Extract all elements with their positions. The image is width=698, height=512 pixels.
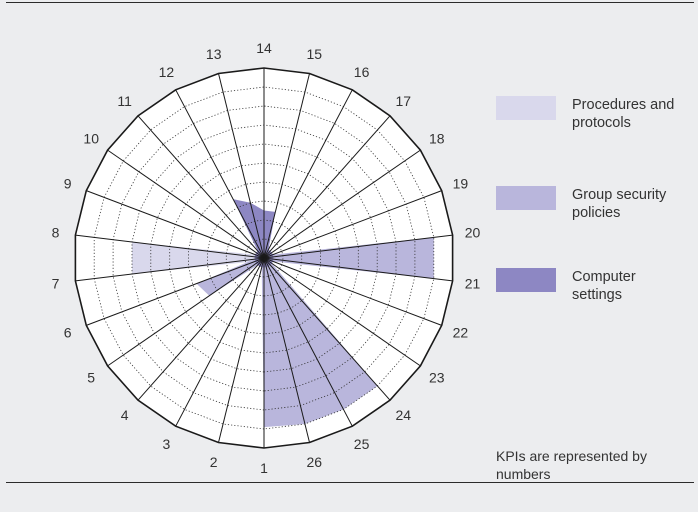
- legend-swatch-group-policies: [496, 186, 556, 210]
- top-rule: [6, 2, 694, 3]
- series-area-3: [233, 199, 276, 268]
- axis-label-5: 5: [87, 369, 95, 385]
- bottom-rule: [6, 482, 694, 483]
- axis-label-25: 25: [354, 436, 370, 452]
- axis-label-26: 26: [307, 454, 323, 470]
- axis-label-7: 7: [52, 275, 60, 291]
- grid-ring-3: [206, 200, 322, 316]
- axis-label-4: 4: [121, 407, 129, 423]
- radar-outline: [74, 67, 454, 449]
- legend-swatch-computer-settings: [496, 268, 556, 292]
- spoke-18: [263, 149, 421, 259]
- axis-label-11: 11: [117, 93, 132, 109]
- axis-label-15: 15: [307, 46, 323, 62]
- axis-label-9: 9: [64, 176, 72, 192]
- axis-label-1: 1: [260, 460, 268, 476]
- grid-ring-6: [150, 143, 378, 373]
- spoke-3: [175, 257, 265, 427]
- spoke-23: [263, 257, 421, 367]
- axis-label-6: 6: [64, 325, 72, 341]
- axis-label-14: 14: [256, 40, 272, 56]
- series-area-1: [132, 242, 274, 274]
- spoke-21: [263, 257, 453, 282]
- axis-label-23: 23: [429, 369, 445, 385]
- grid-ring-4: [188, 181, 340, 335]
- axis-label-21: 21: [465, 275, 481, 291]
- axis-label-3: 3: [163, 436, 171, 452]
- legend-item-procedures: Procedures and protocols: [496, 96, 682, 132]
- axis-label-13: 13: [206, 46, 222, 62]
- legend-item-computer-settings: Computer settings: [496, 268, 682, 304]
- grid-ring-8: [112, 105, 416, 411]
- spoke-9: [86, 190, 265, 259]
- axis-label-18: 18: [429, 131, 445, 147]
- spoke-12: [175, 89, 265, 259]
- legend-label-computer-settings: Computer settings: [572, 269, 636, 303]
- spoke-4: [137, 257, 265, 401]
- spoke-11: [137, 115, 265, 259]
- legend-label-procedures: Procedures and protocols: [572, 97, 675, 131]
- axis-label-16: 16: [354, 64, 370, 80]
- spoke-13: [218, 73, 265, 259]
- axis-label-20: 20: [465, 225, 481, 241]
- legend-swatch-procedures: [496, 96, 556, 120]
- spoke-5: [107, 257, 265, 367]
- spoke-24: [263, 257, 391, 401]
- axis-label-12: 12: [159, 64, 175, 80]
- kpi-note: KPIs are represented by numbers: [496, 448, 647, 482]
- axis-label-10: 10: [83, 131, 99, 147]
- axis-label-17: 17: [396, 93, 412, 109]
- axis-label-2: 2: [210, 454, 218, 470]
- spoke-16: [263, 89, 353, 259]
- series-area-2: [196, 237, 434, 428]
- legend-label-group-policies: Group security policies: [572, 187, 667, 221]
- spoke-15: [263, 73, 310, 259]
- grid-ring-1: [244, 238, 284, 278]
- axis-label-19: 19: [453, 176, 469, 192]
- axis-label-24: 24: [396, 407, 412, 423]
- spoke-10: [107, 149, 265, 259]
- spoke-20: [263, 234, 453, 259]
- spoke-19: [263, 190, 442, 259]
- spoke-2: [218, 257, 265, 443]
- spoke-6: [86, 257, 265, 326]
- axis-label-22: 22: [453, 325, 469, 341]
- spoke-26: [263, 257, 310, 443]
- axis-label-8: 8: [52, 225, 60, 241]
- spoke-7: [75, 257, 265, 282]
- spoke-22: [263, 257, 442, 326]
- legend-item-group-policies: Group security policies: [496, 186, 682, 222]
- spoke-17: [263, 115, 391, 259]
- grid-ring-9: [93, 86, 435, 430]
- spoke-8: [75, 234, 265, 259]
- spoke-25: [263, 257, 353, 427]
